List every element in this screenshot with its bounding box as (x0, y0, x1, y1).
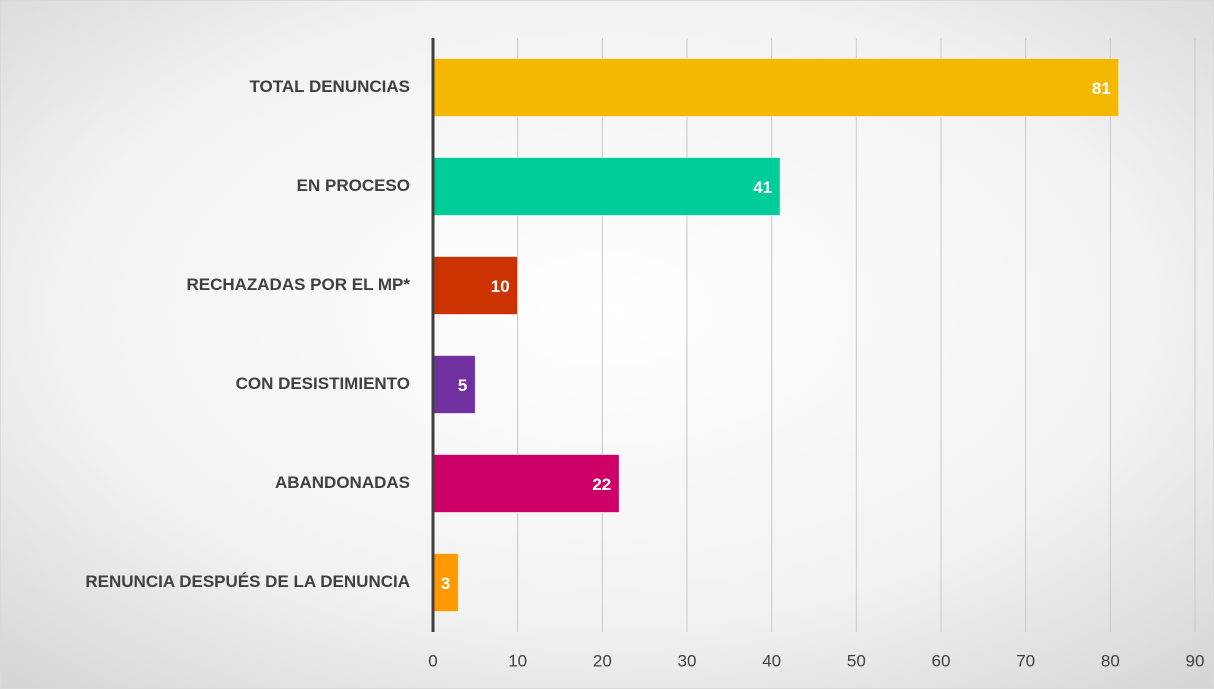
bar (432, 454, 620, 513)
x-tick-label: 80 (1101, 651, 1120, 670)
x-tick-label: 90 (1186, 651, 1205, 670)
data-label: 41 (753, 178, 772, 197)
x-tick-label: 10 (508, 651, 527, 670)
y-tick-label: TOTAL DENUNCIAS (249, 77, 410, 96)
data-label: 3 (441, 574, 450, 593)
data-label: 22 (592, 475, 611, 494)
bar (432, 256, 519, 315)
x-tick-label: 0 (428, 651, 437, 670)
bar (432, 58, 1120, 117)
x-tick-label: 30 (678, 651, 697, 670)
bar (432, 553, 459, 612)
data-label: 10 (491, 277, 510, 296)
y-tick-label: ABANDONADAS (275, 473, 410, 492)
x-tick-label: 50 (847, 651, 866, 670)
y-tick-label: RENUNCIA DESPUÉS DE LA DENUNCIA (85, 572, 410, 591)
x-tick-label: 40 (762, 651, 781, 670)
bar (432, 157, 781, 216)
x-tick-label: 70 (1016, 651, 1035, 670)
y-tick-label: CON DESISTIMIENTO (236, 374, 410, 393)
y-tick-label: EN PROCESO (297, 176, 410, 195)
x-tick-label: 20 (593, 651, 612, 670)
x-tick-label: 60 (932, 651, 951, 670)
bar (432, 355, 476, 414)
data-label: 5 (458, 376, 467, 395)
data-label: 81 (1092, 79, 1111, 98)
y-tick-label: RECHAZADAS POR EL MP* (186, 275, 410, 294)
